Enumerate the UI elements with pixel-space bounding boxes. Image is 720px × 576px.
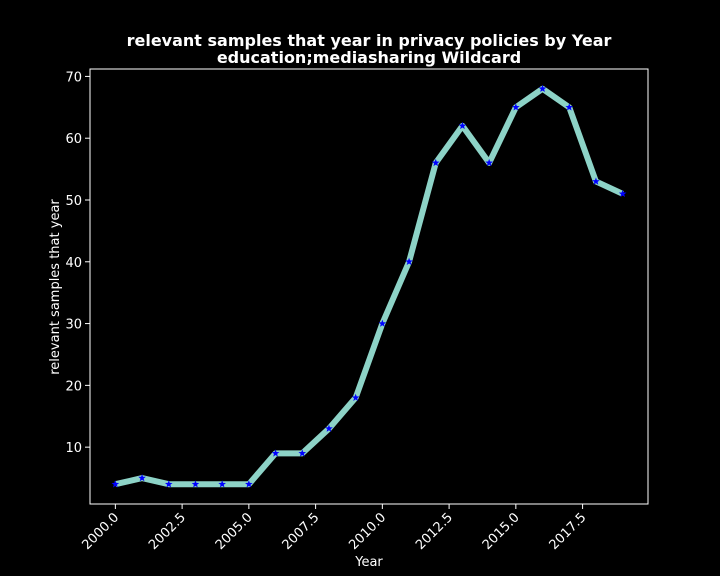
data-point-star	[245, 480, 253, 488]
data-point-star	[164, 480, 173, 488]
data-point-star	[565, 103, 574, 111]
y-tick-label: 40	[65, 256, 82, 271]
y-tick-label: 10	[65, 441, 82, 456]
y-tick-label: 20	[65, 379, 82, 394]
data-point-star	[325, 424, 333, 432]
data-point-star	[512, 103, 520, 111]
data-point-star	[485, 158, 493, 167]
chart-title: relevant samples that year in privacy po…	[127, 31, 612, 50]
data-point-star	[618, 189, 627, 198]
y-tick-label: 60	[65, 132, 82, 147]
data-point-star	[298, 449, 307, 457]
data-point-star	[538, 84, 547, 93]
plot-frame	[89, 68, 649, 505]
y-axis-label: relevant samples that year	[48, 199, 63, 375]
series-line	[114, 85, 624, 488]
data-point-star	[191, 480, 200, 488]
data-point-star	[138, 474, 146, 482]
data-point-star	[458, 121, 467, 130]
data-point-star	[218, 480, 226, 488]
y-tick-label: 70	[65, 70, 82, 85]
y-tick-label: 30	[65, 318, 82, 333]
data-point-star	[378, 319, 387, 327]
data-point-star	[111, 480, 120, 488]
data-point-star	[431, 158, 440, 167]
data-point-star	[271, 449, 280, 457]
y-axis: 10 20 30 40 50 60 70	[65, 70, 90, 456]
data-point-star	[405, 257, 413, 266]
x-axis-label: Year	[354, 555, 383, 570]
series-markers	[111, 84, 627, 488]
y-tick-label: 50	[65, 194, 82, 209]
data-point-star	[351, 393, 360, 401]
chart-subtitle: education;mediasharing Wildcard	[217, 48, 521, 67]
data-point-star	[592, 177, 600, 185]
